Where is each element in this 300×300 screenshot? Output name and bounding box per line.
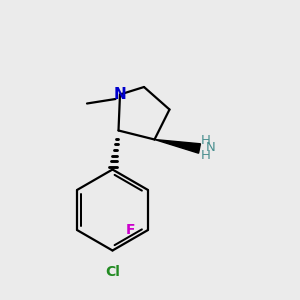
- Text: F: F: [126, 223, 136, 237]
- Text: H: H: [201, 134, 211, 148]
- Text: N: N: [206, 141, 216, 154]
- Text: H: H: [201, 149, 211, 162]
- Text: N: N: [114, 87, 126, 102]
- Text: Cl: Cl: [105, 266, 120, 280]
- Polygon shape: [154, 140, 200, 153]
